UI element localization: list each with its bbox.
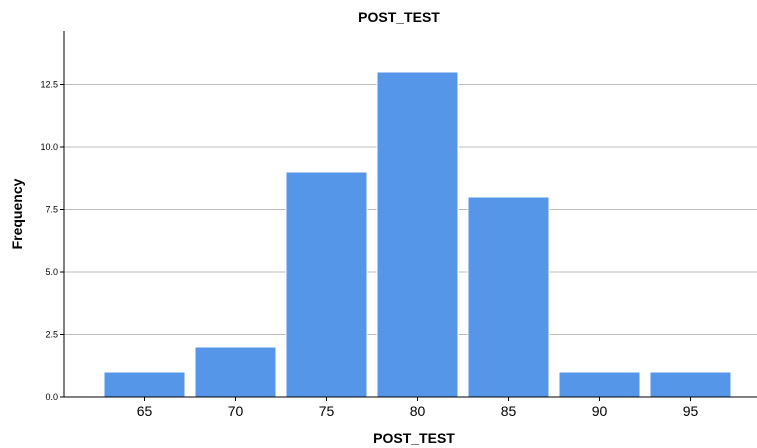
y-tick-label: 2.5 — [45, 330, 58, 340]
bar-65 — [103, 371, 186, 398]
y-tick-label: 0.0 — [45, 392, 58, 402]
y-tick-label: 5.0 — [45, 267, 58, 277]
bar-80 — [376, 71, 459, 398]
x-axis-label: POST_TEST — [373, 430, 455, 446]
y-tick-label: 12.5 — [40, 80, 58, 90]
y-tick-label: 7.5 — [45, 205, 58, 215]
bar-90 — [558, 371, 641, 398]
bar-75 — [285, 171, 368, 398]
bar-95 — [649, 371, 732, 398]
y-axis-label: Frequency — [9, 178, 25, 249]
x-axis-ticks: 65 70 75 80 85 90 95 — [137, 397, 699, 419]
x-tick-label: 80 — [410, 403, 426, 419]
bars — [103, 71, 732, 398]
x-tick-label: 75 — [319, 403, 335, 419]
chart-title: POST_TEST — [358, 9, 440, 25]
x-tick-label: 65 — [137, 403, 153, 419]
bar-85 — [467, 196, 550, 398]
bar-70 — [194, 346, 277, 398]
x-tick-label: 70 — [228, 403, 244, 419]
x-tick-label: 95 — [683, 403, 699, 419]
x-tick-label: 90 — [592, 403, 608, 419]
y-axis-ticks: 0.0 2.5 5.0 7.5 10.0 12.5 — [40, 80, 64, 402]
y-tick-label: 10.0 — [40, 142, 58, 152]
x-tick-label: 85 — [501, 403, 517, 419]
